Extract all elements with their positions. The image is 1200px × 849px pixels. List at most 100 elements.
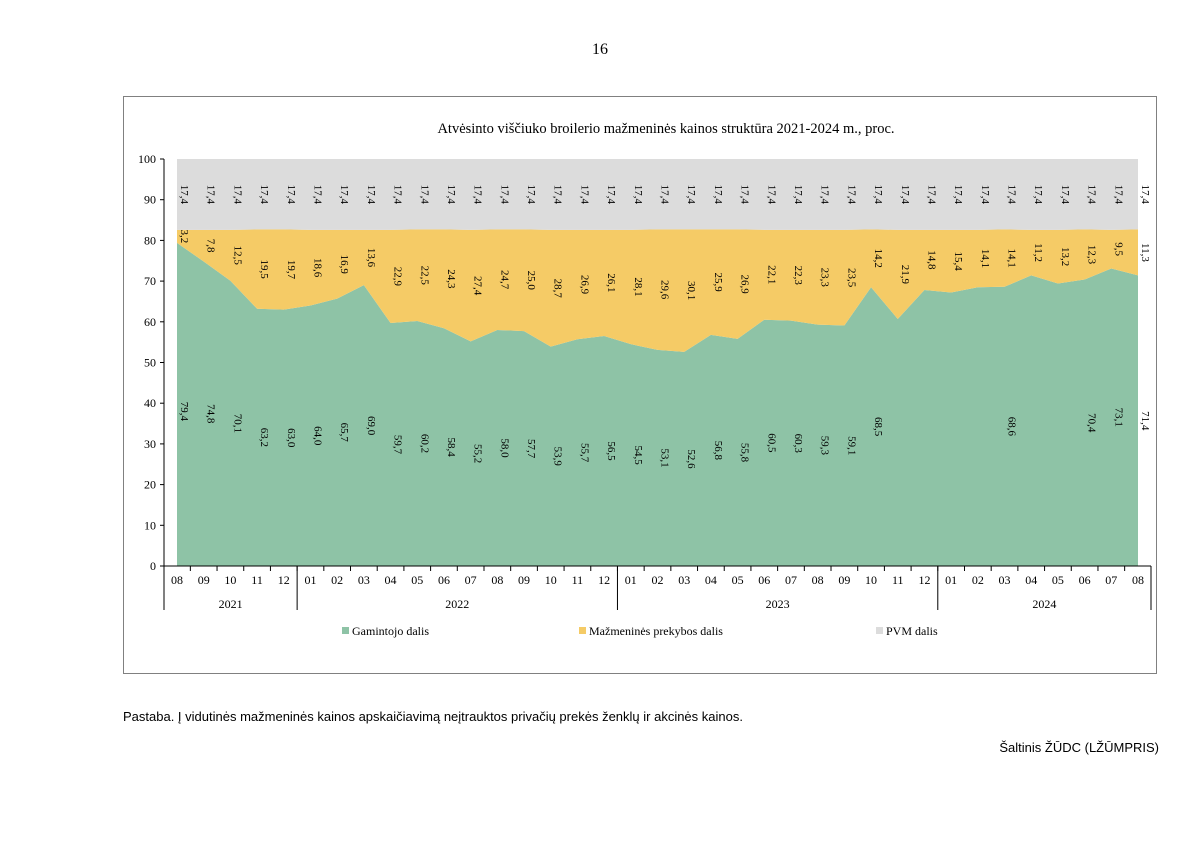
x-tick-label: 01 <box>945 573 957 587</box>
data-label: 17,4 <box>205 185 217 205</box>
data-label: 22,9 <box>392 267 404 287</box>
x-tick-label: 01 <box>625 573 637 587</box>
y-tick-label: 60 <box>144 315 156 329</box>
data-label: 14,8 <box>925 250 937 270</box>
year-label: 2021 <box>219 597 243 611</box>
data-label: 17,4 <box>1139 185 1151 205</box>
y-tick-label: 50 <box>144 356 156 370</box>
data-label: 17,4 <box>605 185 617 205</box>
data-label: 55,2 <box>472 444 484 463</box>
data-label: 17,4 <box>872 185 884 205</box>
x-tick-label: 06 <box>758 573 770 587</box>
x-tick-label: 09 <box>518 573 530 587</box>
source-text: Šaltinis ŽŪDC (LŽŪMPRIS) <box>999 740 1159 755</box>
note-text: Pastaba. Į vidutinės mažmeninės kainos a… <box>123 709 743 724</box>
y-tick-label: 70 <box>144 274 156 288</box>
data-label: 17,4 <box>819 185 831 205</box>
year-label: 2023 <box>766 597 790 611</box>
data-label: 22,3 <box>792 266 804 286</box>
data-label: 55,8 <box>739 443 751 463</box>
x-tick-label: 05 <box>411 573 423 587</box>
data-label: 68,6 <box>1006 417 1018 437</box>
x-tick-label: 09 <box>838 573 850 587</box>
data-label: 60,3 <box>792 434 804 454</box>
data-label: 17,4 <box>845 185 857 205</box>
data-label: 17,4 <box>472 185 484 205</box>
data-label: 17,4 <box>1086 185 1098 205</box>
data-label: 53,9 <box>552 447 564 467</box>
x-tick-label: 01 <box>304 573 316 587</box>
data-label: 7,8 <box>205 239 217 253</box>
data-label: 17,4 <box>392 185 404 205</box>
data-label: 14,2 <box>872 249 884 268</box>
chart-svg: Atvėsinto viščiuko broilerio mažmeninės … <box>138 121 1152 638</box>
area-series-3 <box>177 159 1138 230</box>
data-label: 17,4 <box>1032 185 1044 205</box>
data-label: 17,4 <box>659 185 671 205</box>
x-tick-label: 12 <box>918 573 930 587</box>
data-label: 28,1 <box>632 277 644 296</box>
y-tick-label: 10 <box>144 518 156 532</box>
data-label: 19,5 <box>258 259 270 279</box>
data-label: 13,6 <box>365 248 377 268</box>
data-label: 22,1 <box>765 265 777 284</box>
data-label: 11,2 <box>1032 243 1044 262</box>
x-tick-label: 11 <box>892 573 904 587</box>
chart-title: Atvėsinto viščiuko broilerio mažmeninės … <box>437 121 894 137</box>
data-label: 56,8 <box>712 441 724 461</box>
x-tick-label: 12 <box>598 573 610 587</box>
x-tick-label: 07 <box>785 573 797 587</box>
x-tick-label: 11 <box>572 573 584 587</box>
x-tick-label: 02 <box>652 573 664 587</box>
data-label: 68,5 <box>872 417 884 437</box>
legend-label: Gamintojo dalis <box>352 624 429 638</box>
data-label: 59,3 <box>819 436 831 456</box>
x-tick-label: 03 <box>678 573 690 587</box>
data-label: 17,4 <box>445 185 457 205</box>
legend-swatch <box>876 627 883 634</box>
x-tick-label: 11 <box>251 573 263 587</box>
data-label: 17,4 <box>1006 185 1018 205</box>
x-tick-label: 05 <box>732 573 744 587</box>
legend-label: PVM dalis <box>886 624 938 638</box>
y-tick-label: 80 <box>144 233 156 247</box>
data-label: 26,9 <box>578 275 590 295</box>
data-label: 17,4 <box>1112 185 1124 205</box>
data-label: 17,4 <box>311 185 323 205</box>
data-label: 24,7 <box>498 270 510 290</box>
data-label: 17,4 <box>285 185 297 205</box>
data-label: 63,2 <box>258 428 270 447</box>
data-label: 71,4 <box>1139 411 1151 431</box>
data-label: 58,0 <box>498 438 510 458</box>
data-label: 17,4 <box>258 185 270 205</box>
data-label: 17,4 <box>925 185 937 205</box>
data-label: 17,4 <box>739 185 751 205</box>
data-label: 55,7 <box>578 443 590 463</box>
data-label: 65,7 <box>338 423 350 443</box>
data-label: 60,5 <box>765 433 777 453</box>
data-label: 17,4 <box>178 185 190 205</box>
data-label: 17,4 <box>498 185 510 205</box>
data-label: 70,4 <box>1086 413 1098 433</box>
x-tick-label: 08 <box>491 573 503 587</box>
data-label: 24,3 <box>445 269 457 289</box>
data-label: 17,4 <box>632 185 644 205</box>
data-label: 59,1 <box>845 436 857 455</box>
page-number: 16 <box>592 41 608 58</box>
chart-frame: Atvėsinto viščiuko broilerio mažmeninės … <box>123 96 1157 674</box>
data-label: 57,7 <box>525 439 537 459</box>
data-label: 30,1 <box>685 281 697 300</box>
data-label: 15,4 <box>952 252 964 272</box>
x-tick-label: 10 <box>545 573 557 587</box>
x-tick-label: 07 <box>1105 573 1117 587</box>
data-label: 19,7 <box>285 260 297 280</box>
data-label: 12,3 <box>1086 245 1098 265</box>
data-label: 17,4 <box>1059 185 1071 205</box>
y-tick-label: 30 <box>144 437 156 451</box>
data-label: 56,5 <box>605 441 617 461</box>
data-label: 58,4 <box>445 438 457 458</box>
x-tick-label: 08 <box>812 573 824 587</box>
data-label: 26,1 <box>605 273 617 292</box>
legend-swatch <box>342 627 349 634</box>
